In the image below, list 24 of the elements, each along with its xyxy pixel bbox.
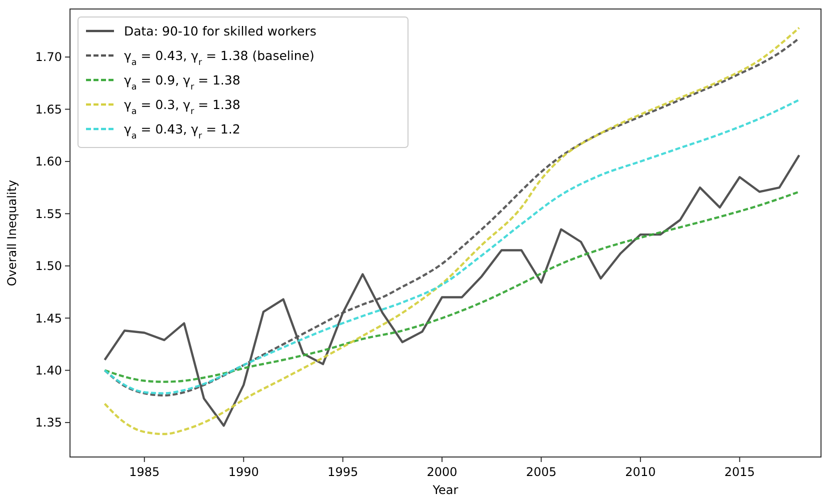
y-tick-label: 1.50 <box>35 259 62 274</box>
y-tick-label: 1.35 <box>35 416 62 430</box>
legend-label: γ$_{a}$ = 0.9, γ$_{r}$ = 1.38 <box>124 72 240 92</box>
x-tick-label: 2000 <box>426 465 458 479</box>
y-tick-label: 1.70 <box>35 50 62 64</box>
x-tick-label: 1990 <box>228 465 259 479</box>
x-tick-label: 2015 <box>724 465 755 479</box>
x-tick-label: 2005 <box>526 465 557 479</box>
y-tick-label: 1.55 <box>35 206 62 221</box>
x-tick-label: 2010 <box>625 465 656 479</box>
y-tick-label: 1.45 <box>35 311 62 326</box>
x-tick-label: 1985 <box>129 465 160 479</box>
y-tick-label: 1.65 <box>35 102 62 116</box>
y-tick-label: 1.60 <box>35 154 62 169</box>
line-series <box>104 98 800 394</box>
legend-label: γ$_{a}$ = 0.3, γ$_{r}$ = 1.38 <box>124 96 240 117</box>
line-series <box>104 190 800 383</box>
y-axis-title: Overall Inequality <box>5 180 19 286</box>
legend-label: γ$_{a}$ = 0.43, γ$_{r}$ = 1.38 (baseline) <box>124 48 314 68</box>
legend-label: γ$_{a}$ = 0.43, γ$_{r}$ = 1.2 <box>124 121 240 142</box>
x-tick-label: 1995 <box>328 465 358 479</box>
x-axis-title: Year <box>432 483 458 497</box>
legend-label: Data: 90-10 for skilled workers <box>124 23 316 38</box>
y-tick-label: 1.40 <box>35 364 62 378</box>
